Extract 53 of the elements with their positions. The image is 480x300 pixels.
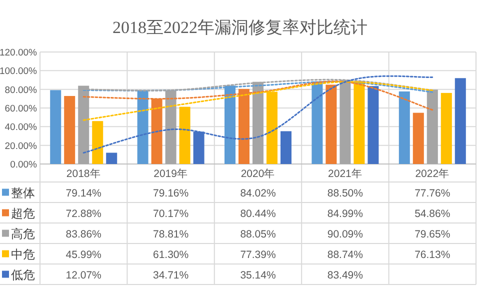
data-label: 76.13% [414, 248, 450, 261]
data-label: 78.81% [152, 228, 189, 240]
bar [64, 96, 76, 164]
data-label: 72.88% [66, 208, 102, 220]
data-label: 88.74% [327, 248, 364, 261]
bar [50, 90, 62, 164]
data-label: 84.99% [327, 208, 364, 220]
y-tick-label: 80.00% [4, 84, 38, 96]
legend-label: 低危 [11, 268, 35, 282]
y-tick-label: 0.00% [10, 160, 38, 170]
data-label: 84.02% [240, 187, 276, 200]
data-label: 83.86% [66, 228, 102, 240]
data-label: 79.16% [152, 187, 189, 200]
bar [368, 86, 379, 164]
legend-label: 整体 [11, 186, 35, 200]
bar [454, 78, 466, 164]
data-label: 79.14% [66, 187, 102, 200]
data-label: 70.17% [152, 208, 189, 220]
bar [106, 152, 118, 164]
bar [280, 131, 292, 164]
data-label: 34.71% [152, 269, 189, 282]
data-label: 88.50% [327, 187, 364, 200]
data-label: 77.39% [240, 248, 276, 261]
data-label: 79.65% [414, 228, 450, 240]
y-tick-label: 120.00% [0, 48, 38, 58]
data-label: 88.05% [240, 228, 276, 240]
data-label: 35.14% [240, 269, 276, 282]
bar [326, 84, 337, 164]
bar [398, 91, 410, 164]
data-label: 12.07% [66, 269, 102, 282]
legend-label: 中危 [11, 247, 35, 262]
data-label: 77.76% [414, 187, 450, 200]
legend-label: 超危 [11, 206, 35, 220]
x-tick-label: 2022年 [415, 168, 450, 180]
bar [426, 90, 438, 164]
x-tick-label: 2018年 [66, 168, 101, 180]
x-tick-label: 2019年 [154, 168, 188, 180]
y-tick-label: 20.00% [4, 140, 38, 152]
bar [440, 92, 452, 164]
data-label: 61.30% [152, 248, 189, 261]
x-tick-label: 2020年 [240, 168, 276, 180]
x-tick-label: 2021年 [328, 168, 362, 180]
data-label: 80.44% [240, 208, 276, 220]
y-tick-label: 60.00% [4, 104, 38, 114]
y-tick-label: 40.00% [4, 122, 38, 134]
data-label: 83.49% [327, 269, 364, 282]
legend-label: 高危 [11, 226, 35, 241]
y-tick-label: 100.00% [0, 66, 38, 78]
chart-title: 2018至2022年漏洞修复率对比统计 [112, 18, 368, 37]
bar [412, 112, 424, 164]
data-label: 54.86% [414, 208, 450, 220]
data-label: 90.09% [327, 228, 364, 240]
data-label: 45.99% [66, 248, 102, 261]
